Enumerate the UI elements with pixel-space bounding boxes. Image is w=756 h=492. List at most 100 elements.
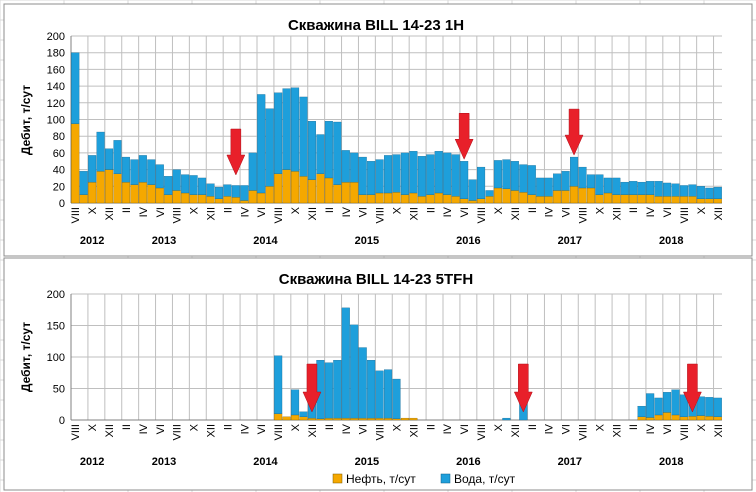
bar-oil-month-39 [400, 194, 409, 204]
bar-oil-month-16 [206, 196, 215, 204]
x-tick-label: VIII [70, 207, 82, 224]
bar-water-month-5 [113, 140, 122, 174]
bar-oil-month-29 [316, 173, 325, 204]
x-tick-label: X [493, 423, 505, 431]
bar-oil-month-37 [384, 192, 393, 204]
bar-water-month-69 [654, 181, 663, 197]
bar-water-month-24 [274, 92, 283, 174]
x-tick-label: XII [206, 424, 218, 437]
bar-oil-month-28 [307, 179, 316, 204]
bar-oil-month-71 [671, 196, 680, 204]
x-tick-label: IV [645, 423, 657, 434]
x-tick-label: II [222, 207, 234, 213]
bar-water-month-60 [578, 166, 587, 189]
bar-water-month-43 [434, 151, 443, 194]
bar-water-month-71 [671, 389, 680, 416]
x-tick-label: VIII [172, 207, 184, 224]
bar-water-month-70 [663, 182, 672, 197]
x-tick-label: II [121, 207, 133, 213]
y-tick-label: 50 [53, 384, 65, 396]
bar-water-month-49 [485, 190, 494, 197]
bar-water-month-39 [400, 152, 409, 195]
bar-water-month-55 [536, 177, 545, 197]
bar-oil-month-49 [485, 196, 494, 204]
bar-water-month-75 [705, 397, 714, 417]
bar-water-month-10 [155, 164, 164, 189]
bar-oil-month-48 [477, 198, 486, 204]
x-tick-label: X [87, 206, 99, 214]
bar-water-month-37 [384, 155, 393, 194]
bar-water-month-16 [206, 183, 215, 197]
year-label: 2015 [355, 456, 379, 468]
x-tick-label: IV [341, 423, 353, 434]
year-label: 2012 [80, 456, 104, 468]
year-label: 2012 [80, 235, 104, 247]
year-label: 2016 [456, 456, 480, 468]
bar-water-month-63 [603, 177, 612, 194]
x-tick-label: VIII [70, 424, 82, 441]
bar-water-month-54 [527, 165, 536, 195]
bar-water-month-35 [367, 359, 376, 419]
x-tick-label: VI [358, 424, 370, 434]
bar-oil-month-57 [553, 190, 562, 204]
y-tick-label: 20 [53, 181, 65, 193]
bar-water-month-27 [299, 411, 308, 417]
bar-oil-month-70 [663, 412, 672, 421]
bar-water-month-69 [654, 397, 663, 416]
x-tick-label: X [189, 423, 201, 431]
bar-water-month-21 [248, 152, 257, 191]
legend: Нефть, т/сут Вода, т/сут [332, 472, 516, 486]
bar-water-month-67 [637, 405, 646, 418]
bar-oil-month-8 [138, 181, 147, 204]
bar-water-month-30 [324, 362, 333, 419]
bar-water-month-8 [138, 155, 147, 183]
bar-water-month-47 [468, 179, 477, 201]
y-axis-label: Дебит, т/сут [19, 85, 33, 155]
year-label: 2017 [558, 235, 582, 247]
bar-oil-month-70 [663, 196, 672, 204]
bar-water-month-51 [502, 159, 511, 189]
bar-oil-month-24 [274, 413, 283, 421]
bar-oil-month-19 [231, 197, 240, 204]
year-label: 2017 [558, 456, 582, 468]
y-tick-label: 150 [47, 321, 65, 333]
x-tick-label: X [290, 206, 302, 214]
bar-water-month-20 [240, 185, 249, 201]
bar-oil-month-58 [561, 190, 570, 204]
y-tick-label: 80 [53, 131, 65, 143]
bar-water-month-0 [71, 52, 80, 124]
x-tick-label: VIII [273, 424, 285, 441]
bar-water-month-57 [553, 173, 562, 191]
y-tick-label: 200 [47, 31, 65, 43]
bar-water-month-74 [696, 396, 705, 416]
bar-water-month-44 [443, 152, 452, 195]
year-label: 2014 [253, 235, 278, 247]
bar-water-month-66 [629, 181, 638, 195]
bar-water-month-6 [121, 156, 130, 183]
bar-oil-month-41 [417, 196, 426, 204]
bar-water-month-15 [198, 177, 207, 195]
y-tick-label: 0 [59, 198, 65, 210]
x-tick-label: XII [510, 207, 522, 220]
bar-oil-month-74 [696, 198, 705, 204]
x-tick-label: IV [442, 423, 454, 434]
bar-oil-month-67 [637, 416, 646, 421]
x-tick-label: II [425, 207, 437, 213]
bar-oil-month-31 [333, 417, 342, 421]
red-arrow-3 [564, 108, 584, 156]
bar-oil-month-65 [620, 194, 629, 204]
bar-water-month-26 [291, 389, 300, 416]
x-tick-label: VI [662, 207, 674, 217]
bar-oil-month-32 [341, 181, 350, 204]
x-tick-label: X [392, 206, 404, 214]
bar-oil-month-27 [299, 416, 308, 421]
bar-oil-month-72 [679, 196, 688, 204]
x-tick-label: X [392, 423, 404, 431]
bar-water-month-61 [586, 174, 595, 189]
bar-oil-month-59 [570, 186, 579, 204]
bar-water-month-72 [679, 394, 688, 417]
bar-water-month-75 [705, 187, 714, 199]
bar-water-month-76 [713, 186, 722, 199]
bar-oil-month-38 [392, 418, 401, 421]
bar-oil-month-0 [71, 123, 80, 204]
